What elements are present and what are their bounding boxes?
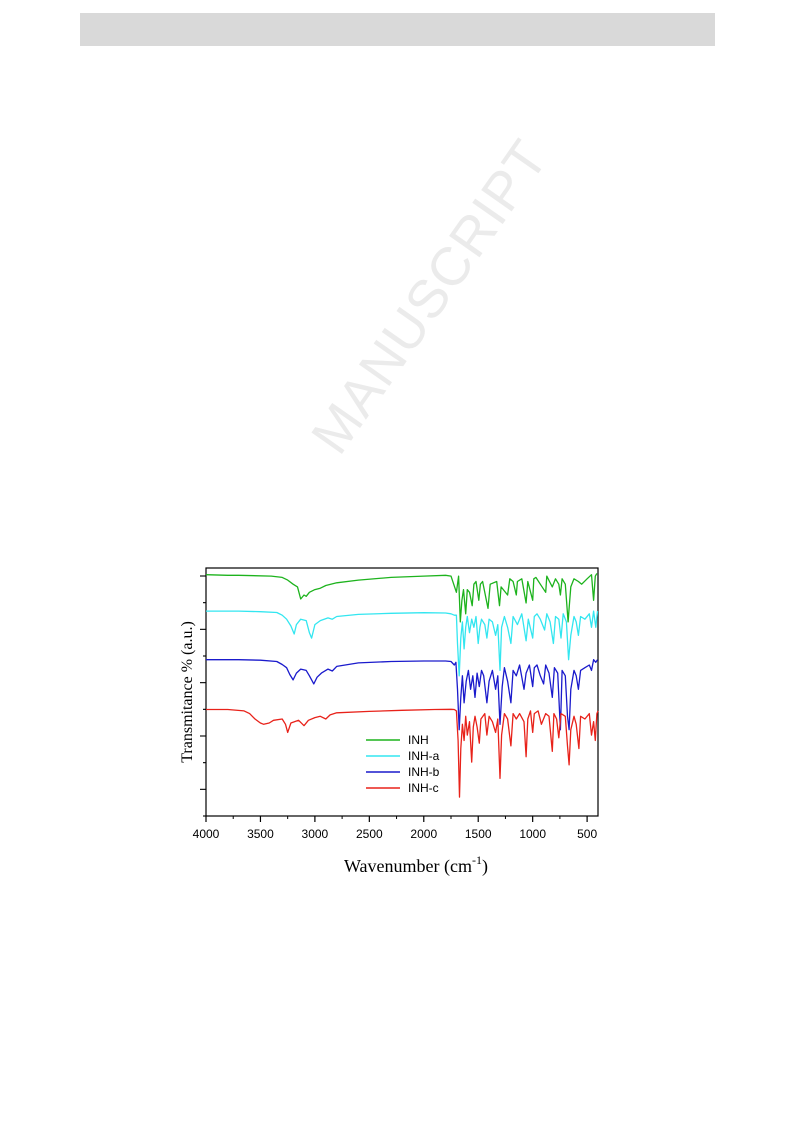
x-tick-label: 500: [577, 827, 597, 841]
x-axis-label-close: ): [482, 856, 488, 877]
page-header-bar: [80, 13, 715, 46]
x-tick-label: 4000: [193, 827, 220, 841]
x-axis-label-main: Wavenumber (cm: [344, 856, 472, 877]
series-line-inh: [205, 573, 598, 623]
y-axis-label: Transmitance % (a.u.): [179, 621, 196, 763]
series-line-inh-a: [206, 610, 599, 677]
plot-frame: [205, 567, 599, 817]
ftir-chart: 4000 3500 3000 2500 2000 1500 1000 500 INH INH-a…: [179, 567, 599, 877]
series-line-inh-b: [206, 659, 599, 731]
x-tick-label: 2500: [356, 827, 383, 841]
x-axis-label-sup: -1: [472, 853, 482, 867]
x-tick-label: 3000: [302, 827, 329, 841]
x-tick-label: 3500: [247, 827, 274, 841]
x-tick-label: 2000: [410, 827, 437, 841]
legend-label: INH-b: [408, 765, 440, 779]
series-line-inh-c: [206, 708, 599, 798]
x-axis-label: Wavenumber (cm-1): [344, 853, 488, 877]
legend-label: INH-c: [408, 781, 439, 795]
legend-label: INH: [408, 733, 429, 747]
x-tick-label: 1500: [465, 827, 492, 841]
watermark-text: MANUSCRIPT: [300, 129, 560, 465]
x-tick-label: 1000: [519, 827, 546, 841]
legend-label: INH-a: [408, 749, 440, 763]
